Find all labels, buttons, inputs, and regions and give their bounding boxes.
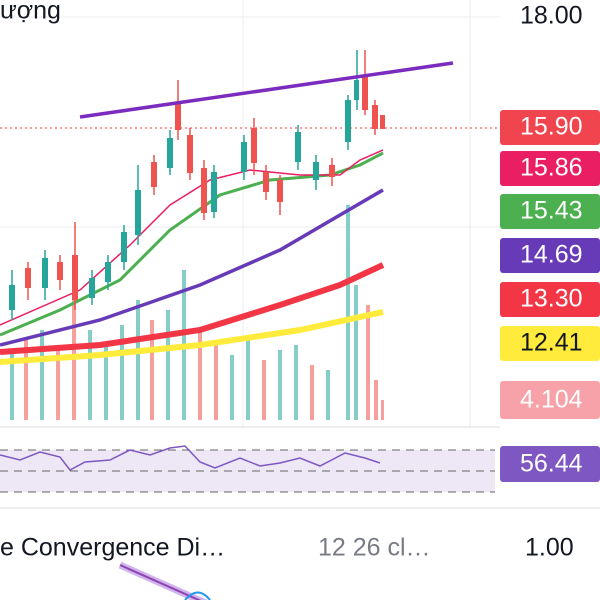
volume-label: 4.104 [520,386,583,414]
indicator-params: 12 26 cl… [318,534,431,562]
ma-line [0,262,385,355]
price-badge [500,238,600,273]
price-badge [500,326,600,361]
macd-line [119,564,202,600]
signal-line [184,591,211,600]
ma-line [0,188,384,347]
volume-bars [10,205,384,420]
price-label: 14.69 [520,241,583,269]
price-badge [500,110,600,145]
price-labels: 15.90 15.86 15.43 14.69 13.30 12.41 [500,110,600,361]
trend-line [79,61,454,119]
price-label: 15.86 [520,154,583,182]
rsi-badge [500,446,600,482]
price-label: 12.41 [520,329,583,357]
price-label: 15.43 [520,197,583,225]
price-label: 13.30 [520,285,583,313]
price-label: 15.90 [520,113,583,141]
indicator-name: e Convergence Di… [0,534,225,562]
volume-badge [500,381,600,419]
price-badge [500,194,600,229]
pane-title: ượng [0,0,61,25]
ma-line [0,151,384,337]
ma-line [0,309,384,365]
indicator-axis-label: 1.00 [525,534,574,562]
price-axis-label: 18.00 [520,2,583,30]
rsi-line [0,445,381,471]
rsi-label: 56.44 [520,450,583,478]
price-badge [500,151,600,186]
price-badge [500,282,600,317]
candles [9,50,385,320]
